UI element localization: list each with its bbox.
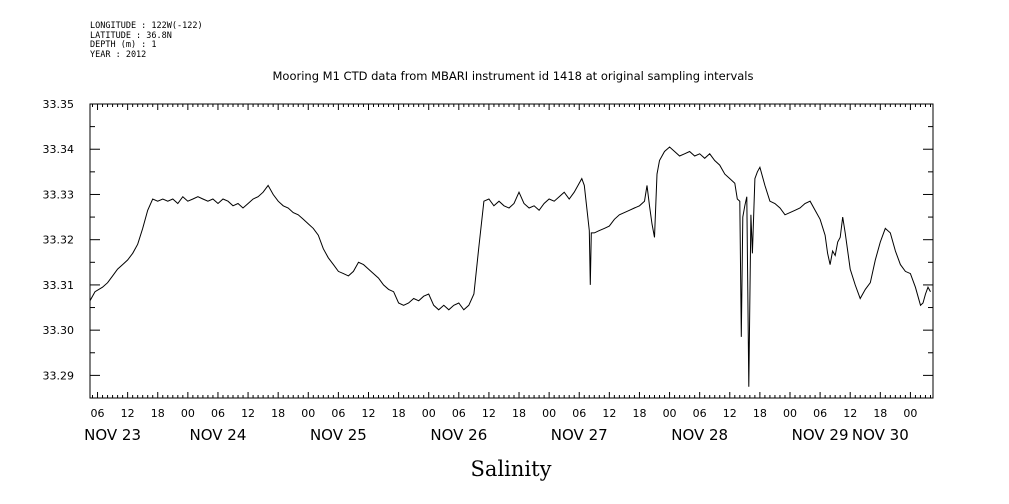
x-tick-label: 00	[783, 407, 797, 420]
y-tick-label: 33.35	[43, 98, 75, 111]
latitude-label: LATITUDE : 36.8N	[90, 30, 172, 41]
x-tick-label: 06	[91, 407, 105, 420]
day-label: NOV 27	[551, 426, 608, 444]
x-tick-label: 12	[723, 407, 737, 420]
x-tick-label: 12	[361, 407, 375, 420]
x-tick-label: 00	[542, 407, 556, 420]
plot-frame	[89, 103, 934, 399]
x-tick-label: 06	[693, 407, 707, 420]
x-tick-label: 06	[572, 407, 586, 420]
x-tick-label: 06	[452, 407, 466, 420]
x-tick-label: 18	[512, 407, 526, 420]
y-tick-labels: 33.29 33.30 33.31 33.32 33.33 33.34 33.35	[43, 98, 75, 382]
longitude-label: LONGITUDE : 122W(-122)	[90, 21, 203, 31]
x-tick-label: 18	[271, 407, 285, 420]
x-tick-label: 00	[663, 407, 677, 420]
x-tick-label: 18	[392, 407, 406, 420]
x-tick-labels: 06 12 18 00 06 12 18 00 06 12 18 00 06 12 18 00 06 12 18 00…	[91, 407, 918, 420]
x-tick-label: 06	[331, 407, 345, 420]
axis-ticks	[90, 103, 933, 399]
x-tick-label: 00	[181, 407, 195, 420]
day-label: NOV 30	[852, 426, 909, 444]
day-label: NOV 26	[430, 426, 487, 444]
day-label: NOV 25	[310, 426, 367, 444]
x-tick-label: 18	[753, 407, 767, 420]
salinity-series-line	[89, 146, 931, 387]
x-tick-label: 12	[482, 407, 496, 420]
y-tick-label: 33.29	[43, 369, 75, 382]
x-tick-label: 00	[301, 407, 315, 420]
x-tick-label: 12	[121, 407, 135, 420]
year-label: YEAR : 2012	[90, 49, 147, 60]
x-tick-label: 00	[903, 407, 917, 420]
x-axis-label: Salinity	[471, 457, 552, 481]
x-tick-label: 12	[843, 407, 857, 420]
x-tick-label: 18	[873, 407, 887, 420]
y-tick-label: 33.34	[43, 143, 75, 156]
day-labels: NOV 23 NOV 24 NOV 25 NOV 26 NOV 27 NOV 28 NOV …	[84, 426, 909, 444]
x-tick-label: 06	[211, 407, 225, 420]
day-label: NOV 23	[84, 426, 141, 444]
y-tick-label: 33.33	[43, 188, 75, 201]
x-tick-label: 18	[151, 407, 165, 420]
day-label: NOV 24	[190, 426, 247, 444]
chart-title: Mooring M1 CTD data from MBARI instrumen…	[273, 69, 754, 83]
day-label: NOV 29	[792, 426, 849, 444]
x-tick-label: 12	[602, 407, 616, 420]
depth-label: DEPTH (m) : 1	[90, 40, 157, 50]
y-tick-label: 33.32	[43, 234, 75, 247]
x-tick-label: 12	[241, 407, 255, 420]
x-tick-label: 06	[813, 407, 827, 420]
y-tick-label: 33.30	[43, 324, 75, 337]
y-tick-label: 33.31	[43, 279, 75, 292]
x-tick-label: 18	[632, 407, 646, 420]
x-tick-label: 00	[422, 407, 436, 420]
station-metadata: LONGITUDE : 122W(-122) LATITUDE : 36.8N …	[90, 21, 203, 60]
day-label: NOV 28	[671, 426, 728, 444]
